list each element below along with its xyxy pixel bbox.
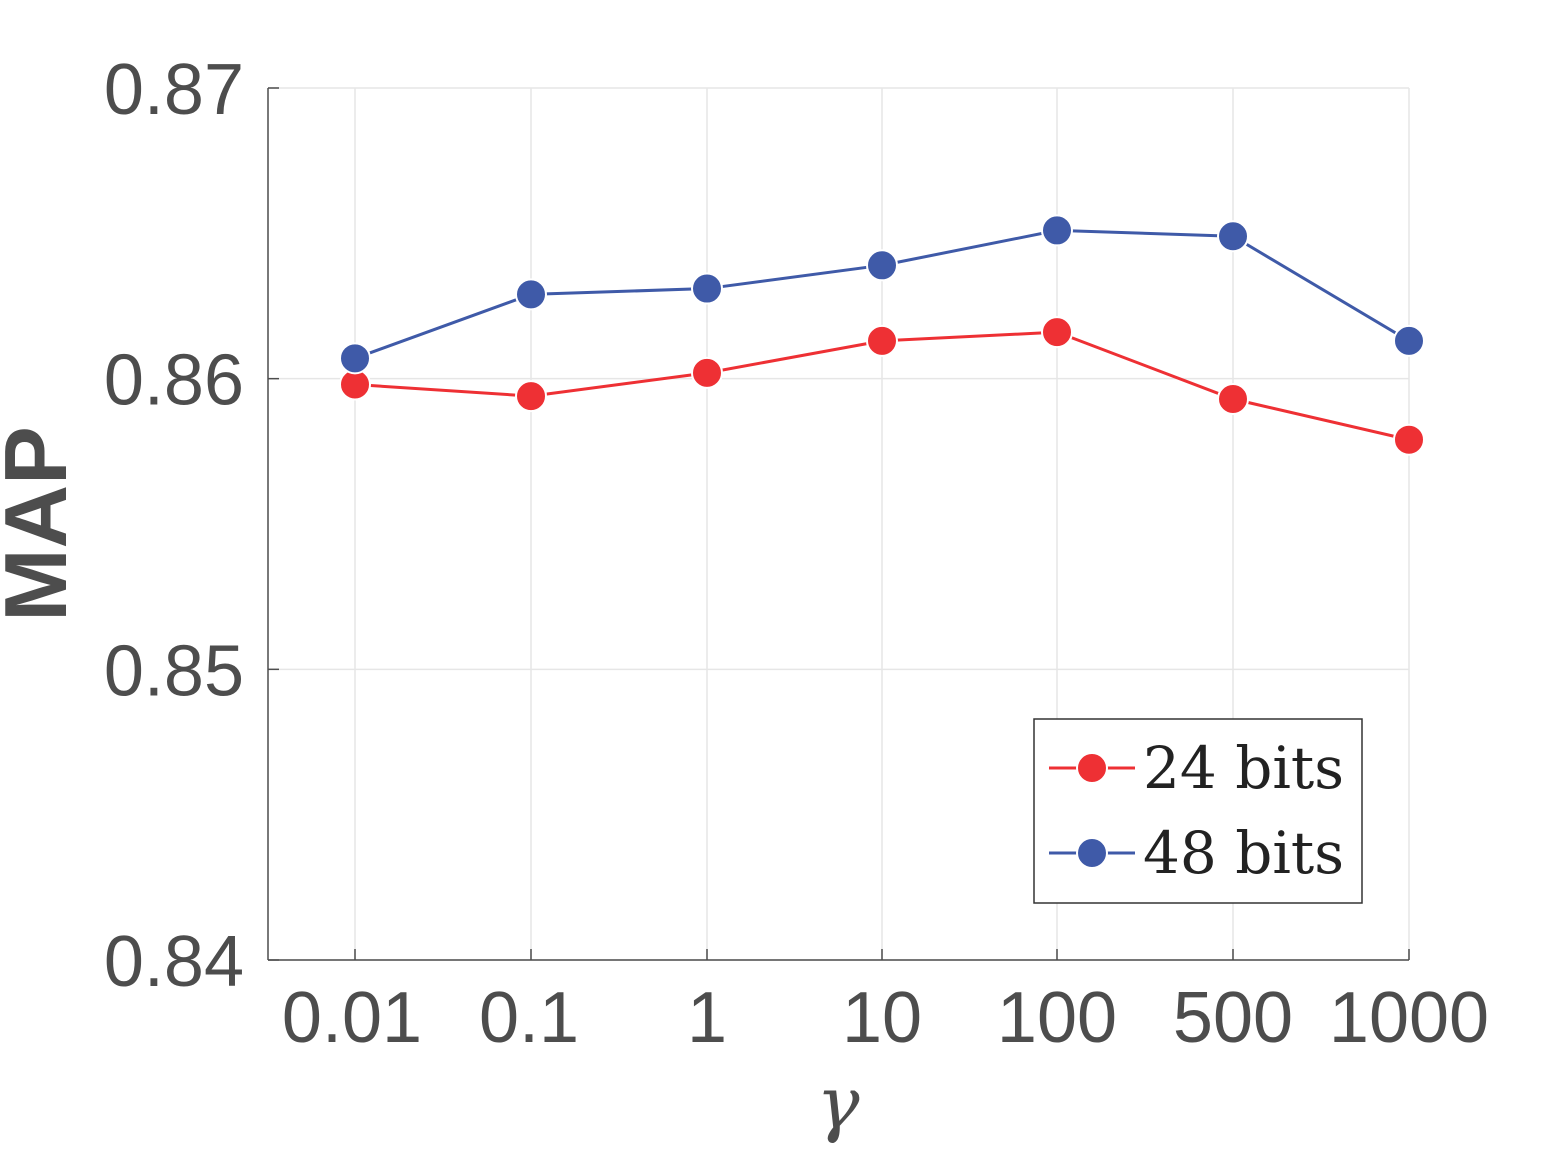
series-layer	[339, 214, 1425, 456]
y-tick-label: 0.87	[104, 50, 244, 130]
x-tick-label: 1000	[1329, 978, 1489, 1058]
legend-label: 24 bits	[1143, 734, 1344, 802]
legend-label: 48 bits	[1143, 819, 1344, 887]
x-axis-label: γ	[816, 1061, 860, 1145]
x-tick-label: 500	[1173, 978, 1293, 1058]
data-point	[515, 380, 547, 413]
x-tick-labels: 0.01 0.1 1 10 100 500 1000	[282, 978, 1489, 1058]
series-48-bits	[339, 214, 1425, 375]
data-point	[1041, 214, 1073, 247]
data-point	[339, 342, 371, 375]
legend-entry: 48 bits	[1049, 819, 1344, 887]
data-point	[1217, 220, 1249, 253]
data-point	[691, 272, 723, 305]
data-point	[1041, 316, 1073, 349]
x-tick-label: 10	[842, 978, 922, 1058]
y-axis-label: MAP	[0, 426, 85, 622]
data-point	[866, 324, 898, 357]
x-tick-label: 100	[997, 978, 1117, 1058]
series-24-bits	[339, 316, 1425, 456]
data-point	[866, 249, 898, 282]
data-point	[515, 278, 547, 311]
data-point	[1217, 383, 1249, 416]
legend-box	[1033, 718, 1363, 904]
legend-marker	[1076, 837, 1108, 869]
axes	[267, 87, 1410, 961]
y-tick-label: 0.85	[104, 631, 244, 711]
legend: 24 bits 48 bits	[1033, 718, 1363, 904]
x-tick-label: 0.01	[282, 978, 422, 1058]
legend-entry: 24 bits	[1049, 734, 1344, 802]
data-point	[1393, 324, 1425, 357]
y-tick-label: 0.84	[104, 922, 244, 1002]
data-point	[691, 356, 723, 389]
x-tick-label: 0.1	[479, 978, 579, 1058]
legend-marker	[1076, 752, 1108, 784]
y-tick-labels: 0.84 0.85 0.86 0.87	[104, 50, 244, 1002]
y-tick-label: 0.86	[104, 341, 244, 421]
x-tick-label: 1	[687, 978, 727, 1058]
data-point	[1393, 423, 1425, 456]
